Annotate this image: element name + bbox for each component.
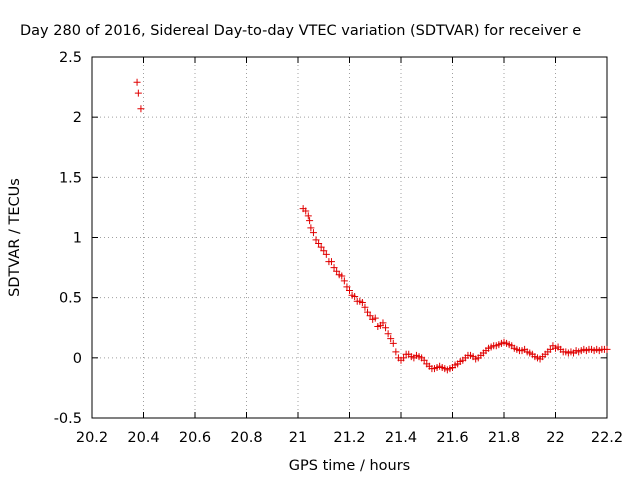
data-point <box>340 277 348 285</box>
y-tick-label: 0 <box>73 351 82 367</box>
data-point <box>320 247 328 255</box>
data-point <box>351 292 359 300</box>
data-point <box>371 314 379 322</box>
y-tick-label: 2 <box>73 110 82 126</box>
y-tick-label: 1.5 <box>59 170 82 186</box>
data-point <box>379 319 387 327</box>
data-point <box>312 236 320 244</box>
data-point <box>330 264 338 272</box>
x-tick-label: 20.8 <box>230 430 262 446</box>
data-point <box>133 78 141 86</box>
y-tick-label: 2.5 <box>59 50 82 66</box>
data-point <box>392 348 400 356</box>
data-point <box>358 298 366 306</box>
y-tick-label: -0.5 <box>54 411 82 427</box>
x-axis-label: GPS time / hours <box>289 458 410 474</box>
data-point <box>333 267 341 275</box>
data-point <box>364 308 372 316</box>
data-point <box>387 335 395 343</box>
data-point <box>343 283 351 291</box>
data-point <box>302 207 310 215</box>
data-point <box>307 224 315 232</box>
y-tick-label: 0.5 <box>59 291 82 307</box>
data-point <box>420 356 428 364</box>
data-point <box>327 258 335 266</box>
y-axis-label: SDTVAR / TECUs <box>7 178 23 297</box>
y-tick-label: 1 <box>73 231 82 247</box>
axis-ticks: 20.2 20.4 20.6 20.8 21 21.2 21.4 21.6 21.8 22 22.2… <box>54 50 623 446</box>
data-point <box>546 345 554 353</box>
x-tick-label: 20.4 <box>127 430 159 446</box>
data-point <box>366 312 374 320</box>
data-point <box>361 303 369 311</box>
data-point <box>338 272 346 280</box>
data-point <box>315 240 323 248</box>
x-tick-label: 20.6 <box>179 430 211 446</box>
x-tick-label: 22.2 <box>591 430 623 446</box>
data-points <box>133 78 611 374</box>
x-tick-label: 22 <box>546 430 564 446</box>
data-point <box>309 229 317 237</box>
data-point <box>137 105 145 113</box>
data-point <box>134 89 142 97</box>
data-point <box>389 339 397 347</box>
x-tick-label: 21.8 <box>488 430 520 446</box>
x-tick-label: 21.4 <box>385 430 417 446</box>
data-point <box>603 345 611 353</box>
grid <box>92 57 607 418</box>
data-point <box>382 324 390 332</box>
data-point <box>346 286 353 294</box>
x-tick-label: 21 <box>289 430 307 446</box>
data-point <box>322 250 330 258</box>
data-point <box>384 330 392 338</box>
x-tick-label: 21.2 <box>333 430 365 446</box>
data-point <box>306 217 314 225</box>
x-tick-label: 20.2 <box>76 430 108 446</box>
data-point <box>400 354 408 362</box>
data-point <box>317 243 325 251</box>
data-point <box>304 212 312 220</box>
x-tick-label: 21.6 <box>436 430 468 446</box>
chart-title: Day 280 of 2016, Sidereal Day-to-day VTE… <box>20 23 581 39</box>
